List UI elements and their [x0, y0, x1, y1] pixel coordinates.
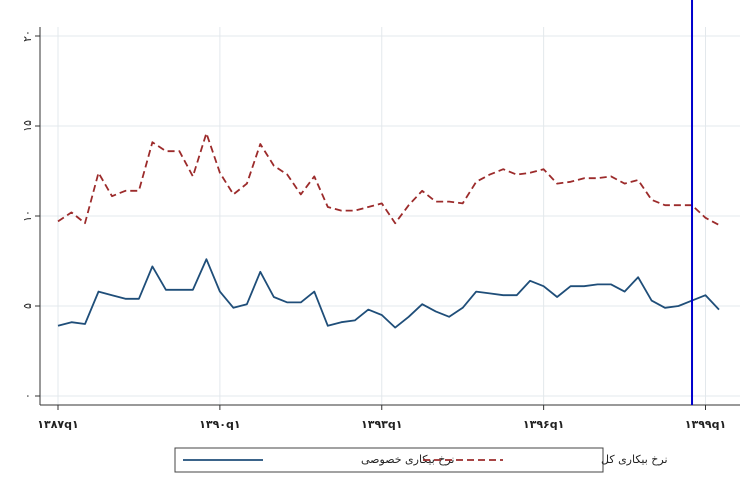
y-tick-label: ۱۵: [21, 120, 34, 132]
legend-label: نرخ بیکاری خصوصی: [361, 453, 454, 466]
y-tick-label: ۲۰: [21, 30, 34, 42]
x-tick-label: ۱۳۹۹q۱: [685, 418, 726, 431]
x-tick-label: ۱۳۹۰q۱: [199, 418, 240, 431]
x-tick-label: ۱۳۸۷q۱: [37, 418, 78, 431]
y-tick-label: ۵: [21, 303, 34, 309]
series-line: [57, 258, 720, 329]
y-tick-label: ۰: [21, 393, 34, 399]
x-tick-label: ۱۳۹۶q۱: [523, 418, 564, 431]
legend-label: نرخ بیکاری کل: [601, 453, 668, 466]
x-tick-label: ۱۳۹۳q۱: [361, 418, 402, 431]
y-tick-label: ۱۰: [21, 210, 34, 222]
series-line: [57, 132, 720, 226]
